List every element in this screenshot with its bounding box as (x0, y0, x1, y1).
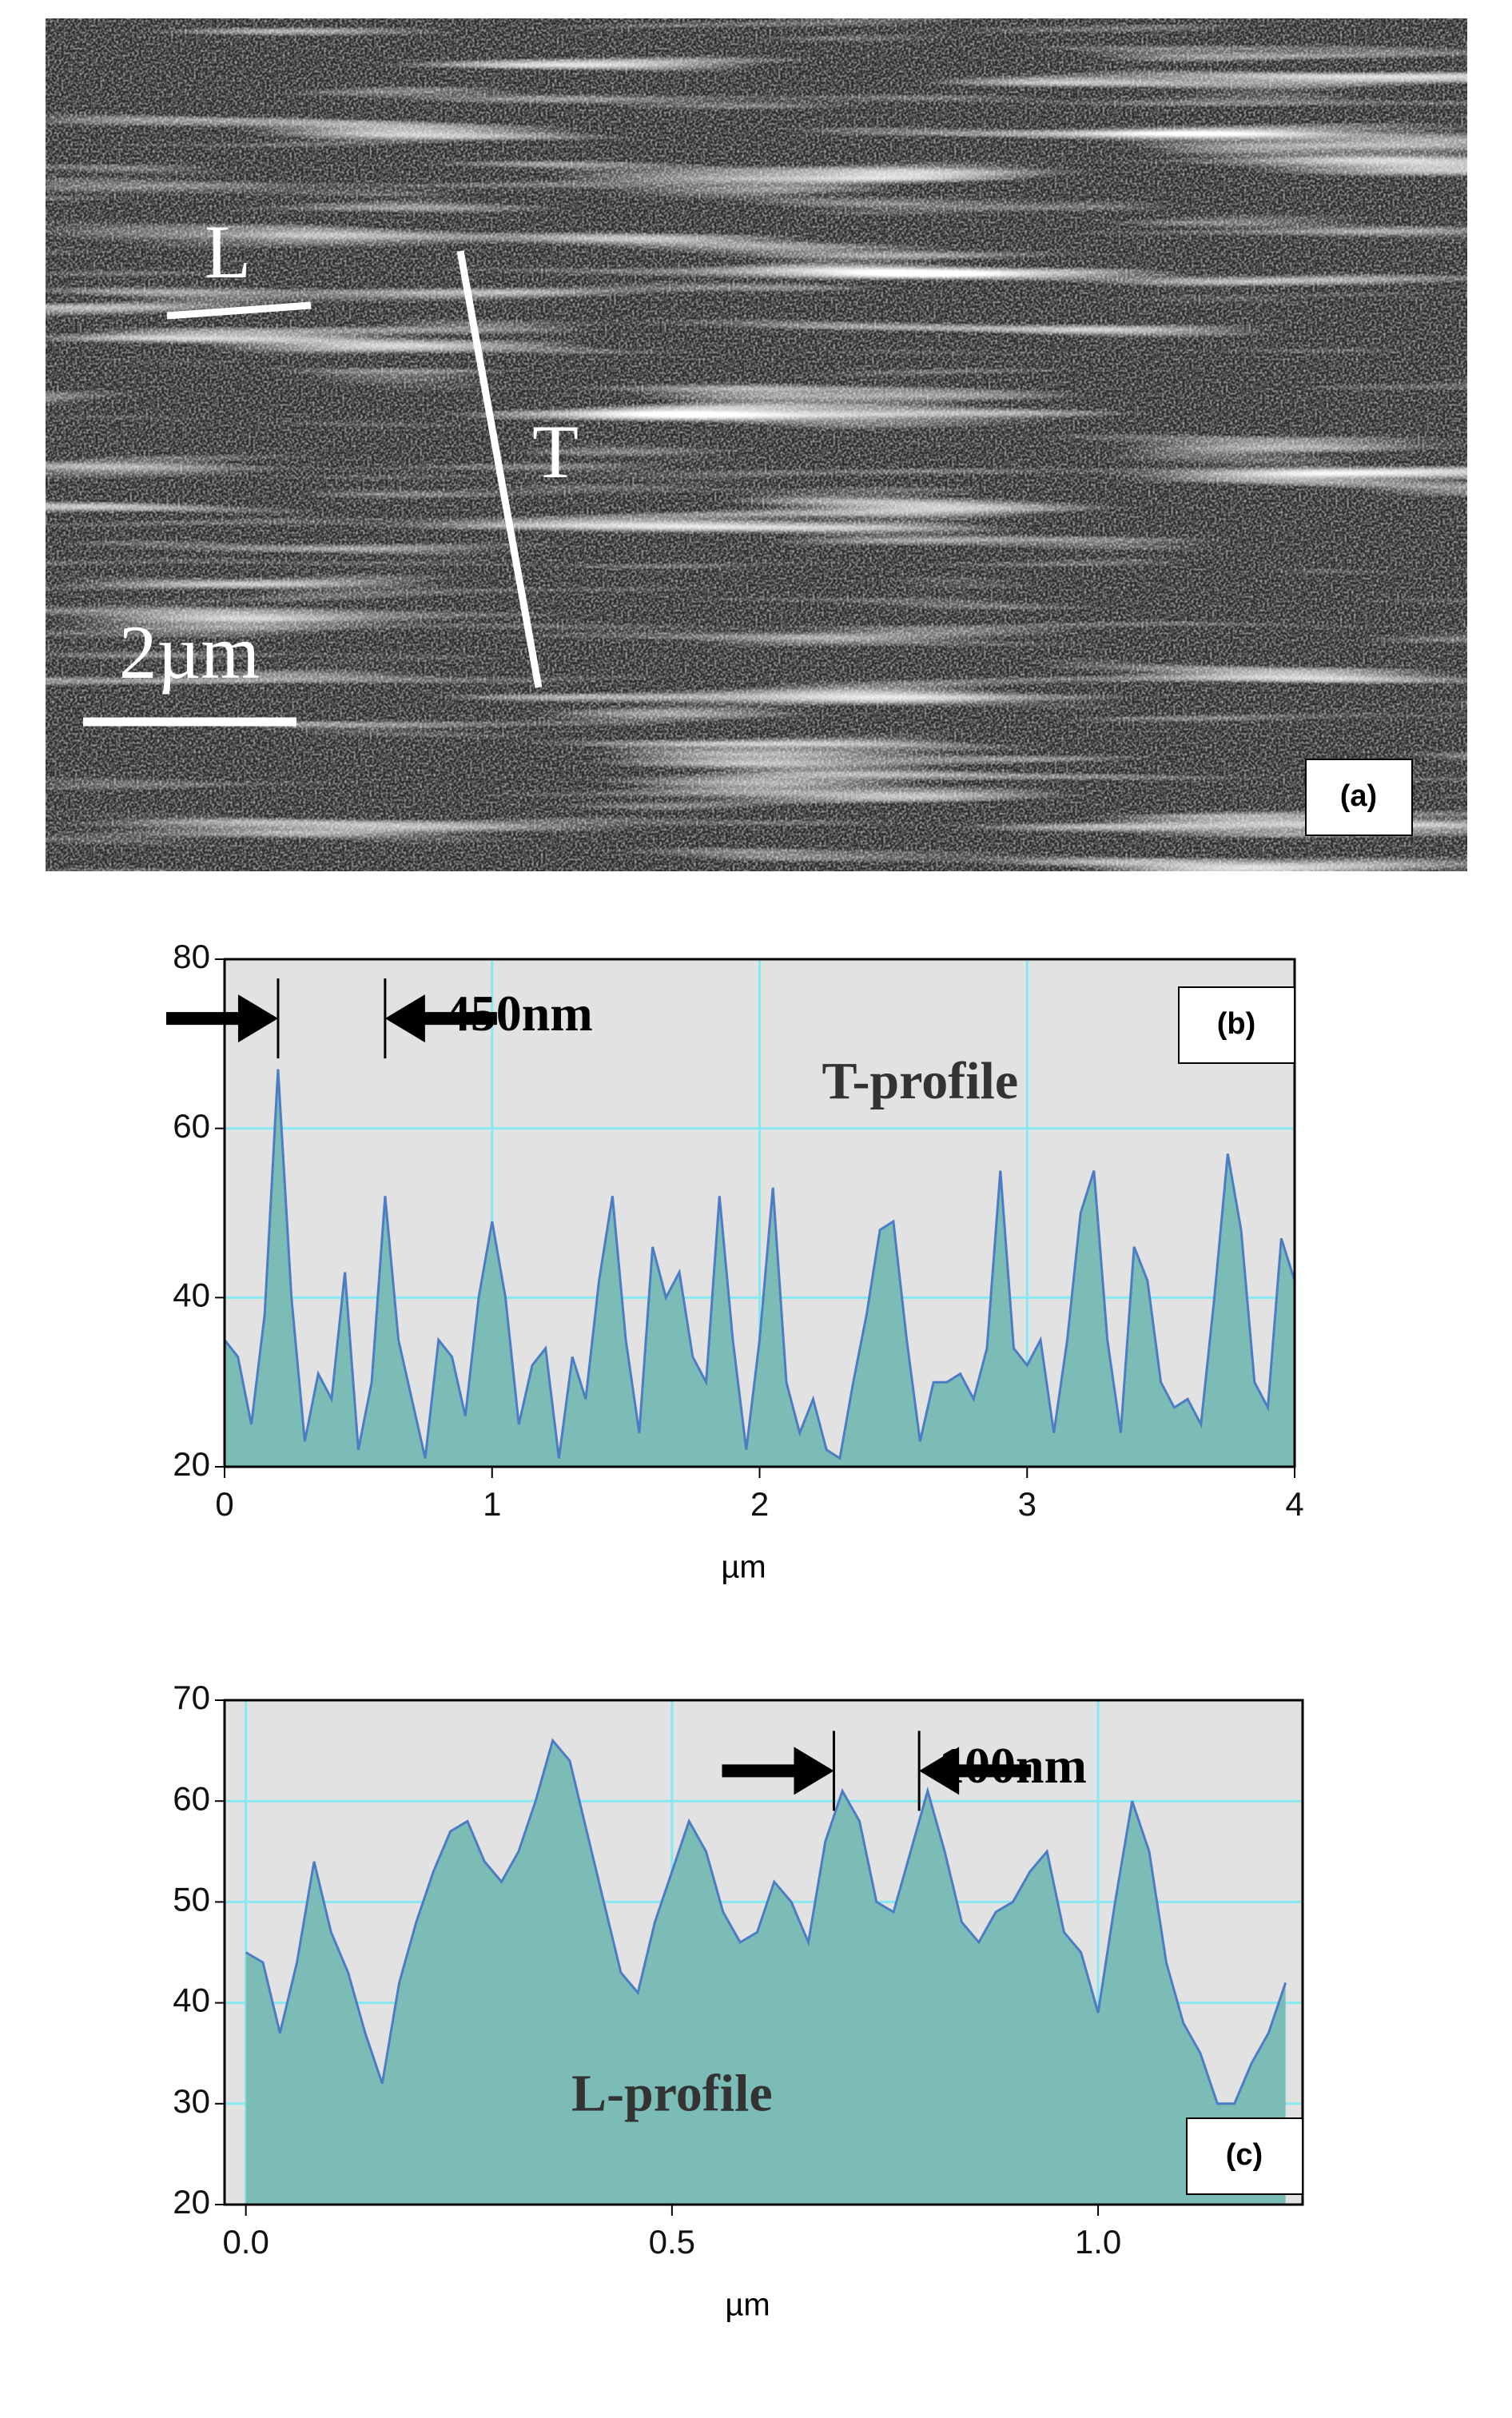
plot-frame (223, 1699, 1304, 2206)
x-tick-label: 0 (215, 1485, 233, 1523)
x-tick-label: 2 (750, 1485, 769, 1523)
x-tick-label: 1 (483, 1485, 501, 1523)
arrow (919, 1747, 1032, 1795)
panel-label: (a) (1340, 779, 1377, 813)
panel-label-box (1305, 759, 1413, 836)
x-axis-label: µm (721, 1550, 766, 1585)
arrow (384, 994, 497, 1043)
dimension-label: 450nm (445, 985, 593, 1042)
y-tick-label: 40 (173, 1982, 210, 2019)
arrow (165, 994, 278, 1043)
x-tick-label: 0.0 (222, 2223, 269, 2261)
y-tick-label: 80 (173, 938, 210, 975)
panel-label: (b) (1217, 1007, 1256, 1041)
panel-label-box (1178, 986, 1295, 1064)
y-tick-label: 70 (173, 1679, 210, 1716)
scale-label: 2µm (119, 610, 260, 695)
area (245, 1740, 1286, 2205)
x-tick-label: 3 (1018, 1485, 1037, 1523)
micrograph: L T 2µm (a) (46, 18, 1467, 871)
y-tick-label: 20 (173, 1445, 210, 1483)
profile-line (245, 1738, 1287, 2105)
dimension-label: 100nm (939, 1737, 1087, 1794)
chart: 20 40 60 80 0 1 2 3 4 450nm T-profile (b) µm (165, 938, 1304, 1585)
arrow (722, 1747, 834, 1795)
y-tick-label: 20 (173, 2183, 210, 2221)
x-axis-label: µm (725, 2288, 770, 2323)
y-tick-label: 40 (173, 1276, 210, 1313)
profile-label: T-profile (822, 1052, 1018, 1110)
micrograph-texture (46, 18, 1467, 871)
x-tick-label: 0.5 (649, 2223, 695, 2261)
panel-label: (c) (1226, 2138, 1263, 2172)
profile-label: L-profile (571, 2065, 773, 2123)
x-tick-label: 1.0 (1075, 2223, 1121, 2261)
panel-label-box (1186, 2117, 1303, 2195)
l-line (166, 301, 312, 320)
y-tick-label: 60 (173, 1779, 210, 1817)
area (225, 1069, 1295, 1467)
t-line (456, 250, 543, 688)
profile-line (223, 1069, 1296, 1460)
chart: 20 30 40 50 60 70 0.0 0.5 1.0 100nm L-profile (c) µm (173, 1679, 1304, 2323)
l-label: L (205, 209, 251, 294)
y-tick-label: 60 (173, 1107, 210, 1145)
t-label: T (532, 409, 579, 494)
y-tick-label: 50 (173, 1880, 210, 1918)
plot-frame (223, 958, 1296, 1468)
y-tick-label: 30 (173, 2082, 210, 2120)
x-tick-label: 4 (1285, 1485, 1303, 1523)
